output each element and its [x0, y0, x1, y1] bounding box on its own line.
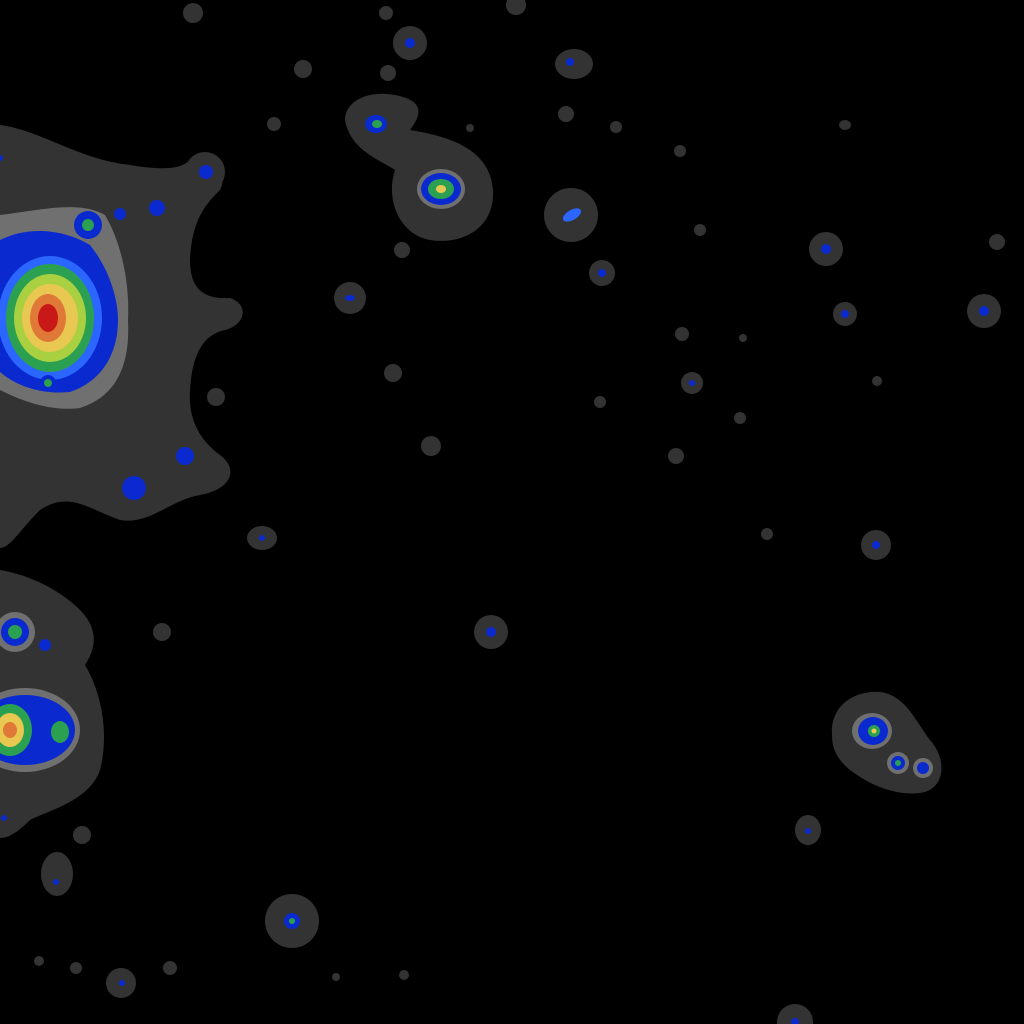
lower-right-source: [831, 691, 942, 794]
dot: [379, 6, 393, 20]
knot: [122, 476, 146, 500]
green-core: [372, 120, 382, 128]
core: [821, 244, 831, 254]
dot: [610, 121, 622, 133]
knot: [39, 639, 51, 651]
dot: [558, 106, 574, 122]
upper-middle-sources: [345, 49, 598, 242]
core: [872, 541, 880, 549]
core: [405, 38, 415, 48]
dot: [734, 412, 746, 424]
dot: [761, 528, 773, 540]
dot: [594, 396, 606, 408]
dot: [506, 0, 526, 15]
dot: [668, 448, 684, 464]
green-level: [8, 625, 22, 639]
dot: [384, 364, 402, 382]
core-inner: [289, 918, 295, 924]
lower-left-source: [0, 570, 105, 838]
dot: [839, 120, 851, 130]
dot: [694, 224, 706, 236]
core: [689, 380, 695, 386]
knot: [176, 447, 194, 465]
dot: [207, 388, 225, 406]
dot: [70, 962, 82, 974]
core: [259, 535, 265, 541]
knot: [114, 208, 126, 220]
red-core: [38, 304, 58, 332]
faint-sources: [34, 0, 1005, 981]
dot: [73, 826, 91, 844]
knot-core: [44, 379, 52, 387]
dot: [183, 3, 203, 23]
dot: [34, 956, 44, 966]
orange-core: [3, 722, 17, 738]
yellow-core: [871, 728, 877, 734]
dot: [294, 60, 312, 78]
green-core: [895, 760, 901, 766]
blue-level: [917, 762, 929, 774]
core: [791, 1018, 799, 1024]
dot: [674, 145, 686, 157]
halo: [0, 150, 8, 166]
main-source: [0, 125, 243, 548]
core: [119, 980, 125, 986]
dot: [380, 65, 396, 81]
core: [805, 828, 811, 834]
dot: [399, 970, 409, 980]
dot: [466, 124, 474, 132]
dot: [267, 117, 281, 131]
knot-core: [82, 219, 94, 231]
core: [841, 310, 849, 318]
dot: [421, 436, 441, 456]
core: [979, 306, 989, 316]
core: [1, 815, 7, 821]
core: [486, 627, 496, 637]
knot: [566, 58, 574, 66]
halo: [777, 1004, 813, 1024]
dot: [153, 623, 171, 641]
small-sources: [0, 26, 1001, 1024]
halo: [555, 49, 593, 79]
knot-core: [51, 721, 69, 743]
dot: [872, 376, 882, 386]
dot: [675, 327, 689, 341]
dot: [163, 961, 177, 975]
yellow-core: [436, 185, 446, 193]
dot: [989, 234, 1005, 250]
core: [0, 155, 3, 161]
knot: [199, 165, 213, 179]
halo: [41, 852, 73, 896]
blue-level: [562, 208, 582, 222]
dot: [332, 973, 340, 981]
core: [53, 879, 59, 885]
core: [345, 295, 355, 301]
dot: [739, 334, 747, 342]
knot: [149, 200, 165, 216]
dot: [394, 242, 410, 258]
core: [598, 269, 606, 277]
